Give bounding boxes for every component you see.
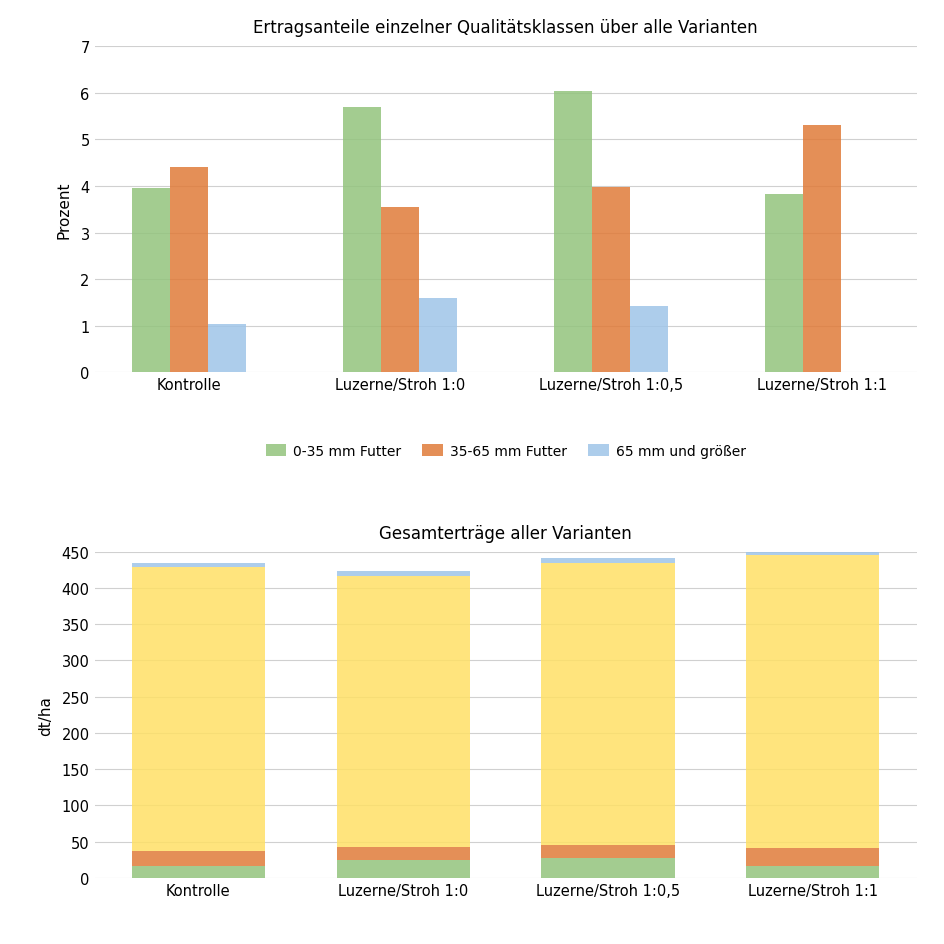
Title: Gesamterträge aller Varianten: Gesamterträge aller Varianten — [379, 524, 632, 542]
Bar — [746, 556, 878, 849]
Title: Ertragsanteile einzelner Qualitätsklassen über alle Varianten: Ertragsanteile einzelner Qualitätsklasse… — [253, 19, 757, 38]
Bar — [541, 845, 674, 858]
Bar — [336, 576, 469, 848]
Bar — [418, 298, 457, 373]
Bar — [336, 860, 469, 878]
Bar — [336, 848, 469, 860]
Bar — [553, 93, 592, 373]
Bar — [343, 108, 380, 373]
Bar — [170, 168, 208, 373]
Bar — [132, 851, 264, 866]
Bar — [541, 563, 674, 845]
Bar — [132, 567, 264, 851]
Bar — [541, 858, 674, 878]
Y-axis label: dt/ha: dt/ha — [38, 695, 53, 735]
Legend: 0-35 mm Futter, 35-65 mm Futter, 65 mm und größer: 0-35 mm Futter, 35-65 mm Futter, 65 mm u… — [260, 439, 750, 464]
Bar — [592, 188, 630, 373]
Bar — [765, 195, 802, 373]
Bar — [802, 126, 840, 373]
Bar — [132, 564, 264, 567]
Bar — [541, 558, 674, 563]
Bar — [746, 552, 878, 556]
Bar — [746, 849, 878, 867]
Bar — [746, 867, 878, 878]
Bar — [132, 189, 170, 373]
Bar — [336, 571, 469, 576]
Bar — [208, 325, 245, 373]
Bar — [132, 866, 264, 878]
Bar — [630, 307, 667, 373]
Y-axis label: Prozent: Prozent — [57, 181, 72, 239]
Bar — [380, 208, 418, 373]
